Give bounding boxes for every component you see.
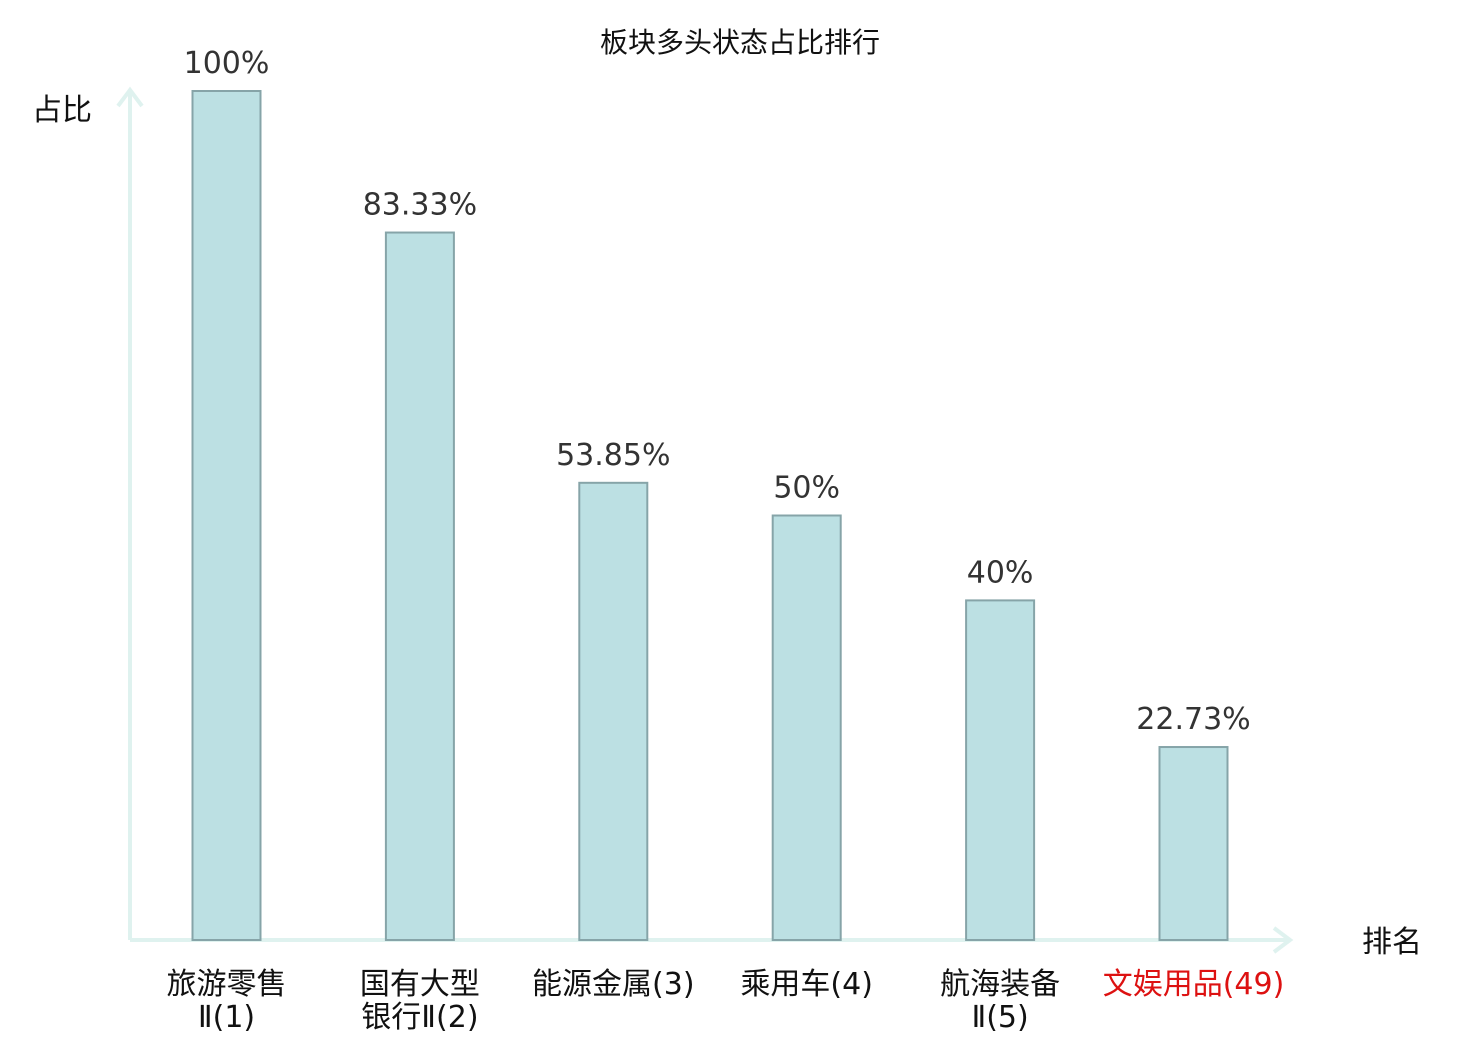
bar — [191, 90, 262, 941]
value-labels: 100% 83.33% 53.85% 50% 40% 22.73% — [184, 46, 1251, 737]
bar-value-label: 83.33% — [363, 188, 477, 223]
x-tick-label: 国有大型 — [360, 967, 480, 1002]
bar — [384, 231, 455, 941]
y-axis-arrow — [116, 86, 144, 108]
x-axis-arrow — [1272, 926, 1294, 954]
x-tick-label: Ⅱ(5) — [971, 1000, 1028, 1035]
x-tick-label: 乘用车(4) — [740, 967, 873, 1002]
bar-value-label: 40% — [967, 555, 1034, 590]
x-axis-label: 排名 — [1362, 925, 1422, 960]
x-tick-label: 银行Ⅱ(2) — [361, 1000, 478, 1035]
x-tick-label: 旅游零售 — [167, 967, 287, 1002]
bar-value-label: 100% — [184, 46, 270, 81]
bar — [771, 514, 842, 941]
bar — [1158, 746, 1229, 941]
bar — [578, 481, 649, 941]
x-tick-label: 能源金属(3) — [532, 967, 695, 1002]
y-axis-label: 占比 — [32, 93, 92, 128]
x-tick-label: 航海装备 — [940, 967, 1060, 1002]
bars — [191, 90, 1229, 942]
bar-value-label: 53.85% — [556, 438, 670, 473]
x-tick-label: Ⅱ(1) — [198, 1000, 255, 1035]
bar-value-label: 50% — [773, 471, 840, 506]
bar-value-label: 22.73% — [1136, 702, 1250, 737]
axes — [116, 86, 1294, 954]
x-tick-label: 文娱用品(49) — [1103, 967, 1285, 1002]
chart-title: 板块多头状态占比排行 — [600, 26, 880, 59]
bar — [965, 599, 1036, 942]
